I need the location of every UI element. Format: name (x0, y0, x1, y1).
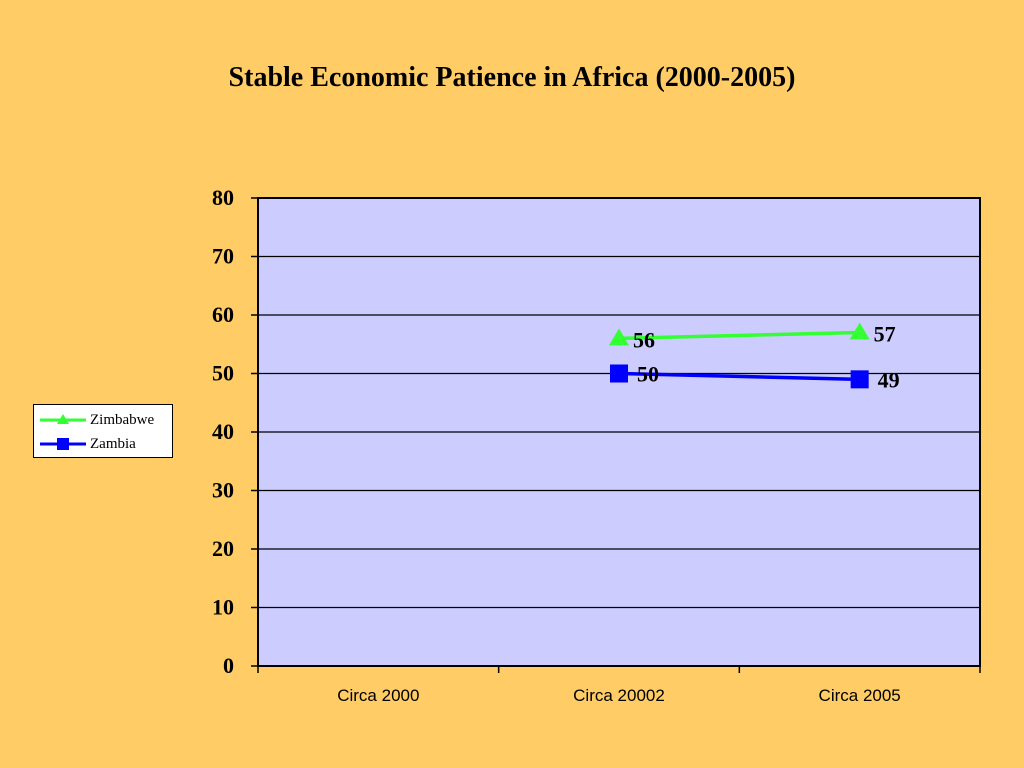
series-line-zambia (618, 371, 860, 382)
y-tick-label: 50 (212, 361, 234, 386)
x-tick-label: Circa 2005 (819, 686, 901, 705)
y-tick-label: 70 (212, 244, 234, 269)
data-label: 50 (637, 362, 659, 387)
data-label: 56 (633, 327, 655, 352)
data-point-zimbabwe (849, 322, 870, 340)
axes: 0 10 20 30 40 50 60 70 80 Circa 2000 Circa 20002 Ci… (212, 185, 981, 705)
series-layer (609, 322, 870, 389)
grid-lines (258, 255, 980, 609)
data-point-zambia (610, 364, 628, 383)
legend: Zimbabwe Zambia (33, 404, 173, 458)
chart-title: Stable Economic Patience in Africa (2000… (228, 62, 796, 93)
legend-label: Zimbabwe (90, 412, 155, 428)
y-tick-label: 30 (212, 478, 234, 503)
y-tick-label: 80 (212, 185, 234, 210)
triangle-marker-icon (40, 414, 86, 424)
legend-item-zimbabwe: Zimbabwe (40, 410, 170, 430)
data-point-zambia (850, 370, 869, 389)
data-labels: 56 57 50 49 (633, 322, 900, 393)
y-tick-label: 10 (212, 595, 234, 620)
x-tick-label: Circa 20002 (573, 686, 665, 705)
x-tick-label: Circa 2000 (337, 686, 419, 705)
legend-label: Zambia (90, 436, 136, 452)
y-tick-label: 40 (212, 419, 234, 444)
data-label: 57 (874, 322, 896, 347)
square-marker-icon (40, 438, 86, 450)
data-label: 49 (878, 367, 900, 392)
legend-item-zambia: Zambia (40, 434, 170, 454)
series-line-zimbabwe (618, 330, 860, 341)
y-tick-label: 20 (212, 536, 234, 561)
y-tick-label: 60 (212, 302, 234, 327)
data-point-zimbabwe (609, 328, 629, 346)
y-tick-label: 0 (223, 653, 234, 678)
